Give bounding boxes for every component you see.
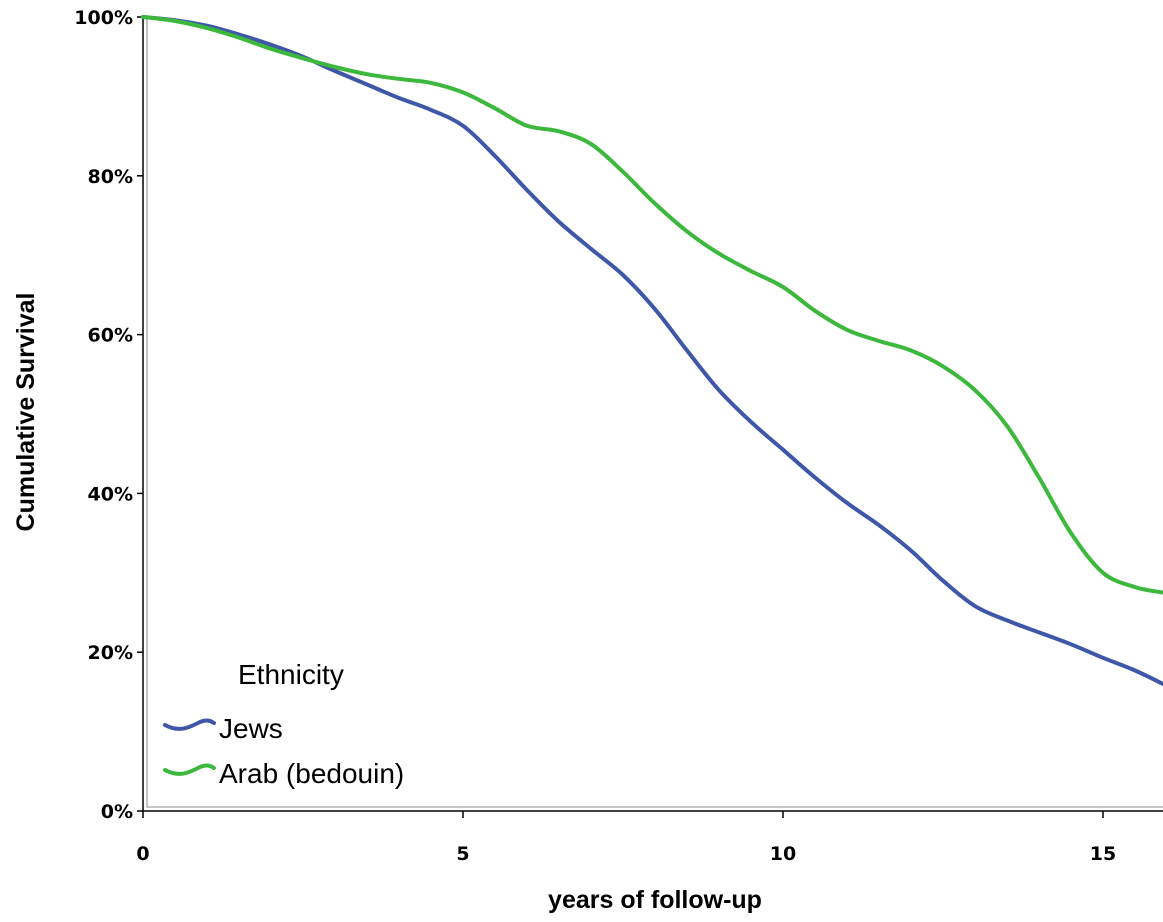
y-axis-title: Cumulative Survival [12,293,40,532]
series-lines [141,15,1163,686]
legend-items: Jews Arab (bedouin) [163,713,404,789]
x-tick-label: 5 [456,843,469,865]
y-tick-label: 100% [74,7,133,29]
series-line-arab-bedouin [141,15,1163,595]
legend-label-jews: Jews [219,713,283,744]
y-tick-label: 80% [88,166,133,188]
x-tick-label: 0 [136,843,149,865]
x-ticks: 0 5 10 15 [136,811,1116,865]
legend-label-arab-bedouin: Arab (bedouin) [219,758,404,789]
y-tick-label: 40% [88,483,133,505]
y-ticks: 0% 20% 40% 60% 80% 100% [74,7,143,823]
plot-area: 0% 20% 40% 60% 80% 100% 0 5 10 15 [74,7,1163,865]
legend-swatch-arab-bedouin [163,763,216,776]
y-tick-label: 60% [88,325,133,347]
x-tick-label: 15 [1090,843,1116,865]
x-tick-label: 10 [770,843,796,865]
y-tick-label: 0% [101,801,133,823]
series-line-jews [141,15,1163,686]
x-axis-title: years of follow-up [548,886,762,914]
legend: Ethnicity Jews Arab (bedouin) [163,659,404,789]
y-tick-label: 20% [88,642,133,664]
legend-title: Ethnicity [238,659,344,690]
legend-swatch-jews [163,718,216,731]
